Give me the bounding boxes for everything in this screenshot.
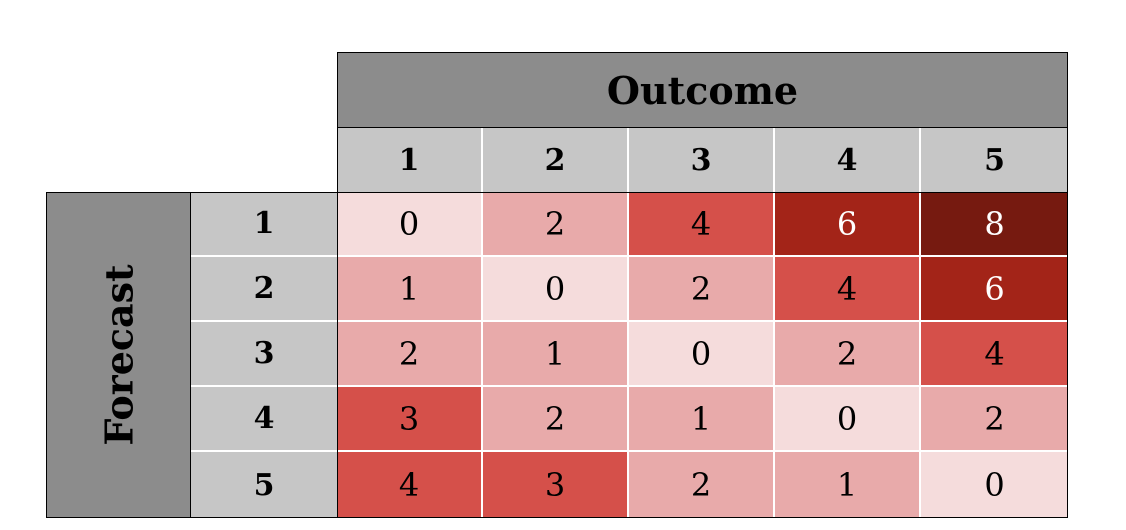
heatmap-cell-r1-c4: 6 <box>775 192 921 257</box>
outcome-axis-label: Outcome <box>606 67 799 113</box>
heatmap-cell-r3-c2: 1 <box>483 322 629 387</box>
heatmap-cell-r1-c5: 8 <box>921 192 1068 257</box>
frame-left-line <box>46 192 47 518</box>
column-header-5: 5 <box>921 128 1068 192</box>
outcome-axis-header: Outcome <box>337 52 1068 128</box>
heatmap-cell-r2-c3: 2 <box>629 257 775 322</box>
row-header-2: 2 <box>191 257 337 322</box>
heatmap-cell-r1-c3: 4 <box>629 192 775 257</box>
heatmap-cell-r3-c3: 0 <box>629 322 775 387</box>
heatmap-cell-r5-c2: 3 <box>483 452 629 518</box>
frame-right-line <box>1067 52 1068 518</box>
heatmap-cell-r4-c2: 2 <box>483 387 629 452</box>
heatmap-cell-r4-c4: 0 <box>775 387 921 452</box>
heatmap-cell-r4-c5: 2 <box>921 387 1068 452</box>
heatmap-cell-r2-c4: 4 <box>775 257 921 322</box>
column-header-1: 1 <box>337 128 483 192</box>
heatmap-cell-r4-c1: 3 <box>337 387 483 452</box>
heatmap-cell-r2-c1: 1 <box>337 257 483 322</box>
heatmap-cell-r3-c5: 4 <box>921 322 1068 387</box>
heatmap-cell-r3-c1: 2 <box>337 322 483 387</box>
row-header-3: 3 <box>191 322 337 387</box>
heatmap-cell-r5-c4: 1 <box>775 452 921 518</box>
heatmap-cell-r2-c2: 0 <box>483 257 629 322</box>
heatmap-cell-r5-c3: 2 <box>629 452 775 518</box>
forecast-axis-header: Forecast <box>46 192 191 518</box>
row-header-1: 1 <box>191 192 337 257</box>
column-header-2: 2 <box>483 128 629 192</box>
heatmap-cell-r1-c1: 0 <box>337 192 483 257</box>
row-header-5: 5 <box>191 452 337 518</box>
heatmap-cell-r4-c3: 1 <box>629 387 775 452</box>
forecast-axis-label: Forecast <box>96 264 141 446</box>
frame-bottom-line <box>46 517 1068 518</box>
heatmap-cell-r2-c5: 6 <box>921 257 1068 322</box>
row-header-4: 4 <box>191 387 337 452</box>
heatmap-cell-r5-c1: 4 <box>337 452 483 518</box>
column-header-4: 4 <box>775 128 921 192</box>
heatmap-cell-r3-c4: 2 <box>775 322 921 387</box>
frame-top-line <box>46 192 1068 193</box>
column-header-3: 3 <box>629 128 775 192</box>
heatmap-cell-r1-c2: 2 <box>483 192 629 257</box>
frame-left-data-line <box>337 52 338 518</box>
heatmap-cell-r5-c5: 0 <box>921 452 1068 518</box>
